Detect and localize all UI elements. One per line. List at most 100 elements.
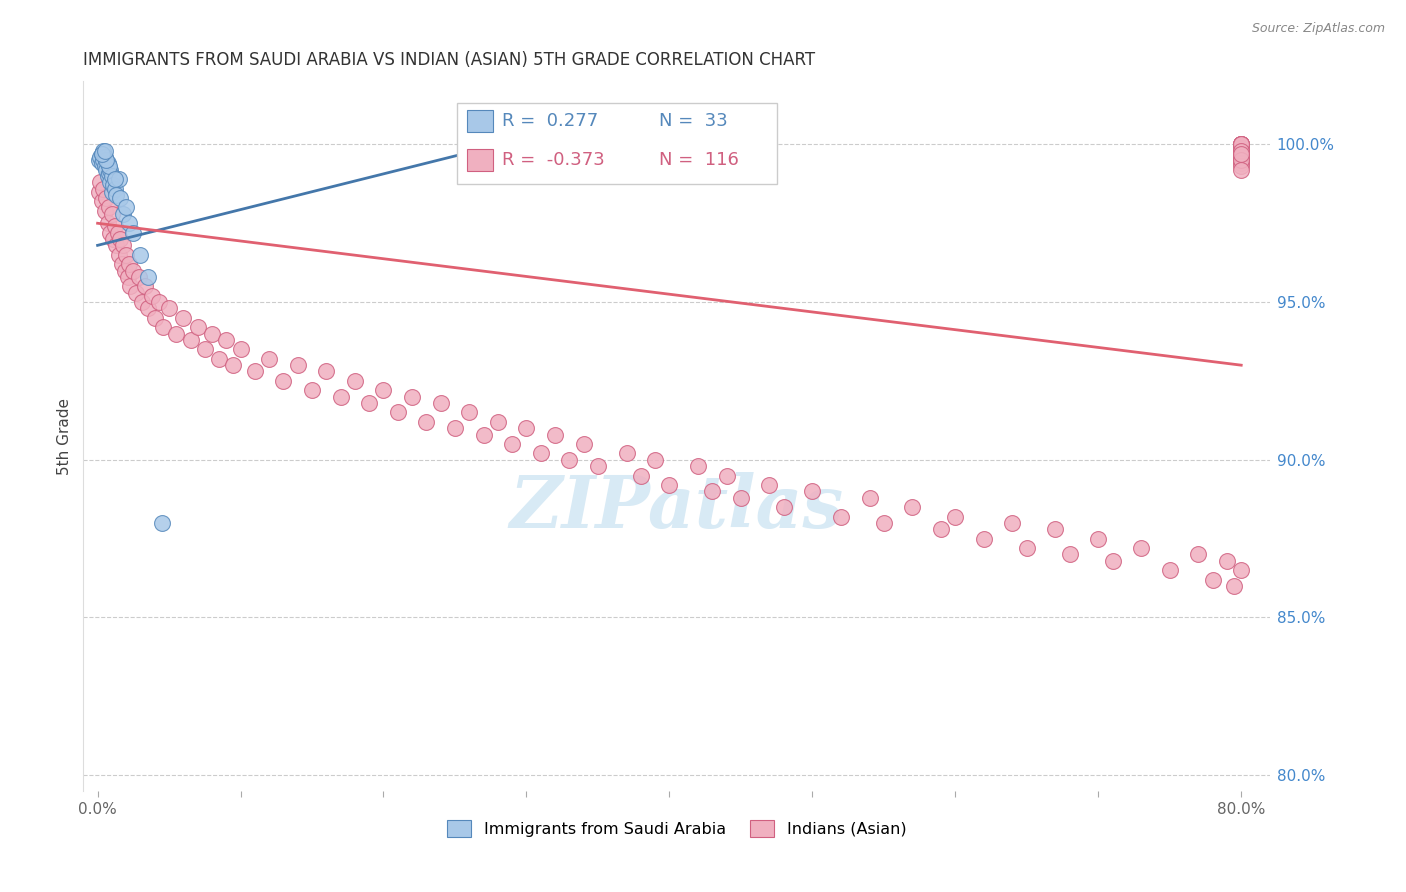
Point xyxy=(118,216,141,230)
Point xyxy=(104,172,127,186)
Point xyxy=(1159,563,1181,577)
Point xyxy=(1223,579,1246,593)
Point xyxy=(100,175,122,189)
Point xyxy=(702,484,724,499)
Text: R =  0.277: R = 0.277 xyxy=(502,112,599,130)
Point xyxy=(100,162,122,177)
Point xyxy=(134,279,156,293)
Point xyxy=(229,343,252,357)
Point xyxy=(458,405,481,419)
Point xyxy=(1230,144,1253,158)
Point xyxy=(136,269,159,284)
Point xyxy=(1230,153,1253,168)
Point xyxy=(141,289,163,303)
Point xyxy=(329,390,352,404)
Point xyxy=(1187,548,1209,562)
Point xyxy=(429,396,451,410)
Point xyxy=(90,147,112,161)
Point xyxy=(1230,162,1253,177)
Point xyxy=(111,257,134,271)
Point xyxy=(93,203,115,218)
Point xyxy=(152,320,174,334)
Text: N =  116: N = 116 xyxy=(659,151,738,169)
Point xyxy=(630,468,652,483)
Point xyxy=(1230,137,1253,152)
Point xyxy=(117,269,139,284)
Point xyxy=(1230,153,1253,168)
Point xyxy=(107,226,129,240)
Point xyxy=(131,295,153,310)
Point xyxy=(943,509,966,524)
Point xyxy=(1230,563,1253,577)
Point xyxy=(315,364,337,378)
Text: R =  -0.373: R = -0.373 xyxy=(502,151,605,169)
Point xyxy=(301,384,323,398)
Point xyxy=(122,226,145,240)
Point xyxy=(91,144,114,158)
Point xyxy=(801,484,824,499)
Point xyxy=(830,509,852,524)
Point xyxy=(730,491,752,505)
Point xyxy=(1230,137,1253,152)
Point xyxy=(1230,140,1253,154)
Point xyxy=(716,468,738,483)
Point xyxy=(87,153,110,168)
Legend: Immigrants from Saudi Arabia, Indians (Asian): Immigrants from Saudi Arabia, Indians (A… xyxy=(440,814,912,843)
Point xyxy=(112,207,135,221)
Point xyxy=(108,248,131,262)
Point xyxy=(572,437,595,451)
Point xyxy=(1230,144,1253,158)
Point xyxy=(110,191,132,205)
Point xyxy=(89,175,111,189)
Point xyxy=(1201,573,1223,587)
Point xyxy=(373,384,395,398)
Point xyxy=(91,153,114,168)
Point xyxy=(143,310,166,325)
Point xyxy=(287,358,309,372)
FancyBboxPatch shape xyxy=(457,103,778,185)
Point xyxy=(96,162,118,177)
Point xyxy=(686,459,709,474)
Point xyxy=(530,446,553,460)
Point xyxy=(101,185,124,199)
Point xyxy=(444,421,467,435)
Point xyxy=(96,191,118,205)
Point xyxy=(108,172,131,186)
Point xyxy=(901,500,924,514)
Y-axis label: 5th Grade: 5th Grade xyxy=(58,398,72,475)
Point xyxy=(101,207,124,221)
Point xyxy=(215,333,238,347)
Point xyxy=(343,374,366,388)
Point xyxy=(118,257,141,271)
Point xyxy=(929,522,952,536)
Point xyxy=(1230,147,1253,161)
Point xyxy=(486,415,509,429)
Point xyxy=(1230,137,1253,152)
Point xyxy=(1130,541,1153,555)
Point xyxy=(93,160,115,174)
Point xyxy=(586,459,609,474)
FancyBboxPatch shape xyxy=(467,111,492,132)
Point xyxy=(98,201,121,215)
Point xyxy=(758,478,780,492)
Point xyxy=(98,160,121,174)
Point xyxy=(257,351,280,366)
Point xyxy=(93,150,115,164)
Point xyxy=(201,326,224,341)
Point xyxy=(90,147,112,161)
Point xyxy=(401,390,423,404)
Point xyxy=(112,238,135,252)
Text: IMMIGRANTS FROM SAUDI ARABIA VS INDIAN (ASIAN) 5TH GRADE CORRELATION CHART: IMMIGRANTS FROM SAUDI ARABIA VS INDIAN (… xyxy=(83,51,815,69)
Point xyxy=(115,201,138,215)
Point xyxy=(187,320,209,334)
Point xyxy=(105,187,128,202)
Point xyxy=(97,169,120,183)
Point xyxy=(1059,548,1081,562)
Point xyxy=(1230,160,1253,174)
Point xyxy=(104,219,127,234)
Point xyxy=(136,301,159,316)
Point xyxy=(415,415,437,429)
Point xyxy=(858,491,880,505)
Point xyxy=(387,405,409,419)
Point xyxy=(1001,516,1024,530)
